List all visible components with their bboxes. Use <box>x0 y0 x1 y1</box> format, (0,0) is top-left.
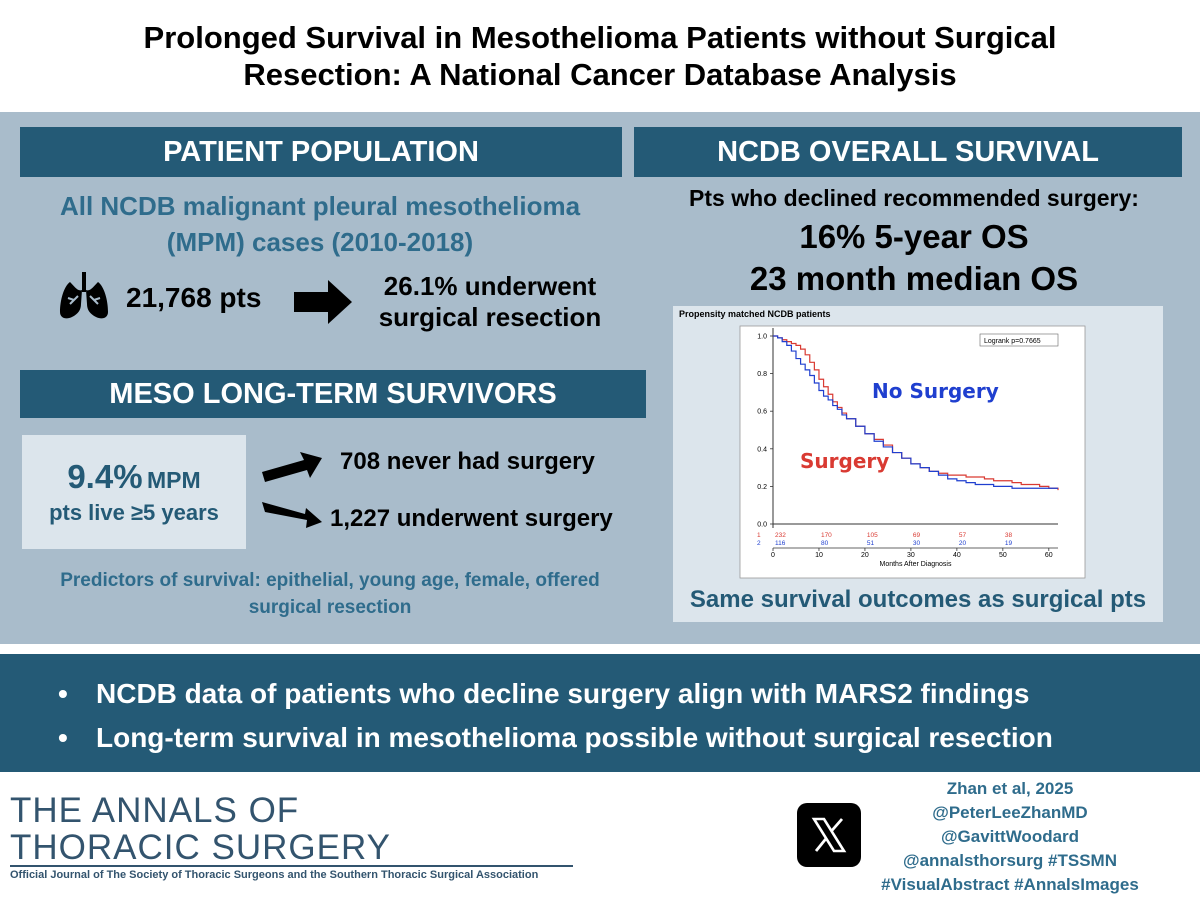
up-right-arrow-icon <box>262 452 322 482</box>
x-tick-label: 60 <box>1045 552 1053 559</box>
underwent-surgery-text: 1,227 underwent surgery <box>330 505 613 532</box>
population-count: 21,768 pts <box>126 282 262 313</box>
survival-live-text: pts live ≥5 years <box>49 500 219 525</box>
down-right-arrow-icon <box>262 502 322 528</box>
footer <box>0 772 1200 900</box>
credit-handle[interactable]: @annalsthorsurg #TSSMN <box>903 851 1117 870</box>
chart-plot-frame <box>739 325 1086 579</box>
risk-value: 170 <box>821 532 832 539</box>
page-title: Prolonged Survival in Mesothelioma Patie… <box>143 20 1057 92</box>
risk-value: 105 <box>867 532 878 539</box>
credit-citation: Zhan et al, 2025 <box>946 779 1074 798</box>
risk-value: 38 <box>1005 532 1013 539</box>
logrank-box <box>979 333 1059 347</box>
risk-value: 51 <box>867 540 875 547</box>
x-tick-label: 0 <box>771 552 775 559</box>
risk-value: 80 <box>821 540 829 547</box>
y-tick-label: 0.6 <box>757 409 767 416</box>
credit-handle[interactable]: @GavittWoodard <box>940 827 1080 846</box>
conclusions-banner: • NCDB data of patients who decline surg… <box>0 654 1200 772</box>
bullet: • <box>58 722 68 753</box>
survival-percent-value: 9.4% <box>67 458 143 495</box>
y-tick-label: 0.4 <box>757 446 767 453</box>
predictors-text: Predictors of survival: epithelial, youn… <box>60 570 600 618</box>
x-tick-label: 50 <box>999 552 1007 559</box>
ncdb-survival-header: NCDB OVERALL SURVIVAL <box>634 127 1182 177</box>
risk-row-id: 1 <box>757 532 761 539</box>
x-axis-label: Months After Diagnosis <box>880 561 952 568</box>
lungs-icon <box>60 272 108 319</box>
five-year-os: 16% 5-year OS <box>799 218 1029 255</box>
km-survival-chart: Propensity matched NCDB patients 0.0 0.2 0.… <box>679 309 1086 579</box>
conclusion-text: Long-term survival in mesothelioma possi… <box>96 722 1053 753</box>
right-arrow-icon <box>294 280 352 324</box>
survival-percent: 9.4% MPM <box>67 458 200 496</box>
never-had-surgery-text: 708 never had surgery <box>340 448 595 475</box>
y-tick-label: 0.2 <box>757 484 767 491</box>
conclusion-item: • NCDB data of patients who decline surg… <box>58 672 1053 716</box>
conclusion-item: • Long-term survival in mesothelioma pos… <box>58 716 1053 760</box>
surgery-label: Surgery <box>800 449 889 473</box>
conclusion-text: NCDB data of patients who decline surger… <box>96 678 1030 709</box>
risk-value: 19 <box>1005 540 1013 547</box>
patient-population-header: PATIENT POPULATION <box>20 127 622 177</box>
journal-subtitle: Official Journal of The Society of Thora… <box>10 869 539 881</box>
risk-value: 57 <box>959 532 967 539</box>
title-area: Prolonged Survival in Mesothelioma Patie… <box>0 0 1200 112</box>
x-tick-label: 40 <box>953 552 961 559</box>
survival-chart-box: Propensity matched NCDB patients 0.0 0.2 0.… <box>673 306 1163 622</box>
no-surgery-curve <box>773 335 1058 489</box>
logrank-label: Logrank p=0.7665 <box>984 338 1041 345</box>
y-tick-label: 1.0 <box>757 334 767 341</box>
credits: Zhan et al, 2025 @PeterLeeZhanMD @Gavitt… <box>830 777 1190 897</box>
risk-value: 116 <box>775 540 786 547</box>
risk-row-id: 2 <box>757 540 761 547</box>
credit-hashtags[interactable]: #VisualAbstract #AnnalsImages <box>881 875 1139 894</box>
ncdb-survival-header-text: NCDB OVERALL SURVIVAL <box>717 135 1099 168</box>
risk-value: 69 <box>913 532 921 539</box>
population-subtitle: All NCDB malignant pleural mesothelioma … <box>59 191 581 257</box>
long-term-survivors-header-text: MESO LONG-TERM SURVIVORS <box>109 377 557 410</box>
chart-title: Propensity matched NCDB patients <box>679 309 831 319</box>
risk-value: 30 <box>913 540 921 547</box>
x-tick-label: 20 <box>861 552 869 559</box>
journal-name-line1: THE ANNALS OF <box>10 791 300 830</box>
survival-percent-unit: MPM <box>147 467 201 493</box>
x-tick-label: 30 <box>907 552 915 559</box>
conclusions-list: • NCDB data of patients who decline surg… <box>58 672 1053 760</box>
x-logo-icon[interactable] <box>797 803 861 867</box>
y-tick-label: 0.0 <box>757 522 767 529</box>
long-term-survivors-header: MESO LONG-TERM SURVIVORS <box>20 370 646 418</box>
median-os: 23 month median OS <box>749 260 1079 297</box>
x-glyph-icon <box>811 817 847 853</box>
credit-handle[interactable]: @PeterLeeZhanMD <box>932 803 1088 822</box>
risk-value: 232 <box>775 532 786 539</box>
y-tick-label: 0.8 <box>757 371 767 378</box>
patient-population-header-text: PATIENT POPULATION <box>163 135 479 168</box>
underwent-resection-text: 26.1% underwent surgical resection <box>378 271 602 332</box>
no-surgery-label: No Surgery <box>872 379 999 403</box>
journal-divider <box>10 865 573 867</box>
same-outcomes-text: Same survival outcomes as surgical pts <box>689 586 1147 613</box>
x-tick-label: 10 <box>815 552 823 559</box>
survival-percent-box: 9.4% MPM pts live ≥5 years <box>22 435 246 549</box>
risk-value: 20 <box>959 540 967 547</box>
journal-name-line2: THORACIC SURGERY <box>10 828 391 867</box>
declined-surgery-text: Pts who declined recommended surgery: <box>689 185 1139 211</box>
bullet: • <box>58 678 68 709</box>
